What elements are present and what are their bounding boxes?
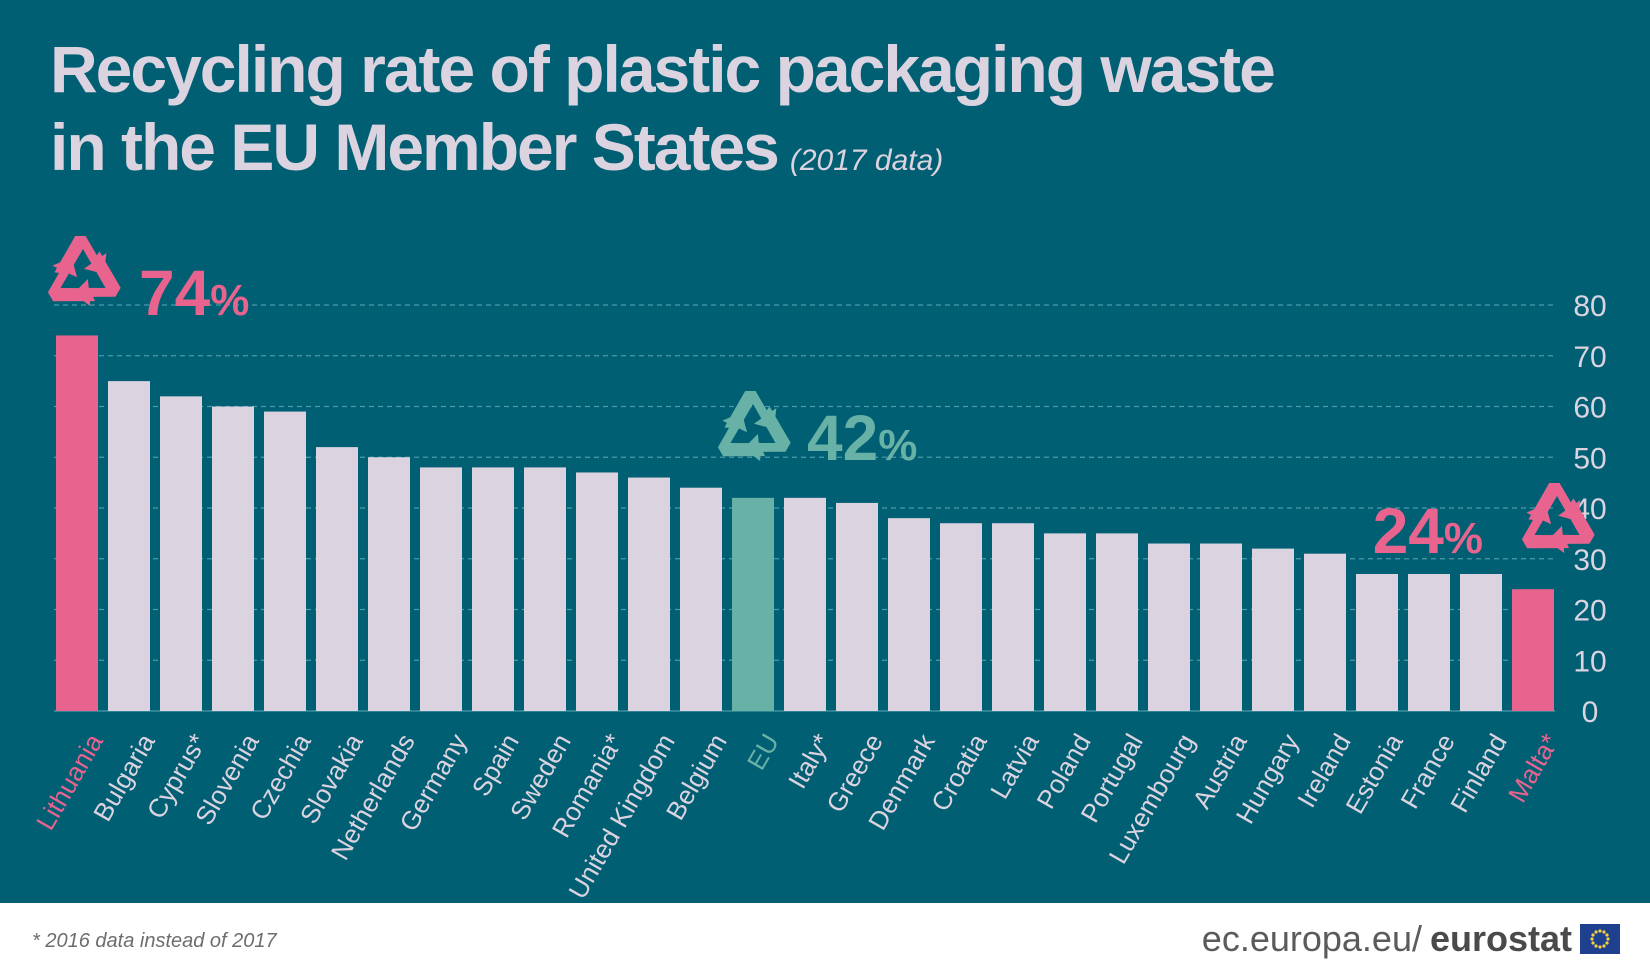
title-line-2: in the EU Member States bbox=[50, 110, 780, 184]
x-tick-label: Italy* bbox=[782, 729, 837, 794]
page-title: Recycling rate of plastic packaging wast… bbox=[50, 30, 1276, 200]
callout-number: 24 bbox=[1373, 495, 1445, 567]
bar bbox=[732, 497, 774, 711]
eu-flag-icon bbox=[1580, 924, 1620, 954]
callout-value: 24% bbox=[1373, 495, 1483, 567]
brand-site: ec.europa.eu/ bbox=[1201, 918, 1422, 959]
callout-unit: % bbox=[1444, 514, 1483, 563]
bar bbox=[472, 467, 514, 711]
callout-value: 74% bbox=[139, 257, 249, 329]
recycle-icon bbox=[47, 236, 121, 307]
bar bbox=[836, 502, 878, 711]
callout-unit: % bbox=[210, 276, 249, 325]
y-tick-label: 60 bbox=[1573, 392, 1606, 425]
bar bbox=[1460, 573, 1502, 711]
bar bbox=[784, 497, 826, 711]
bar bbox=[888, 518, 930, 711]
callout-unit: % bbox=[878, 421, 917, 470]
bar bbox=[524, 467, 566, 711]
bar bbox=[264, 411, 306, 711]
x-tick-label: EU bbox=[741, 729, 785, 775]
bar bbox=[1044, 533, 1086, 711]
bar-chart: 01020304050607080LithuaniaBulgariaCyprus… bbox=[30, 236, 1607, 903]
callout-number: 42 bbox=[807, 402, 878, 474]
y-tick-label: 0 bbox=[1582, 696, 1599, 729]
bar bbox=[1304, 553, 1346, 711]
x-tick-label: Lithuania bbox=[30, 728, 109, 835]
bar bbox=[1200, 543, 1242, 711]
footnote: * 2016 data instead of 2017 bbox=[32, 930, 277, 952]
bar bbox=[420, 467, 462, 711]
y-tick-label: 70 bbox=[1573, 341, 1606, 374]
x-tick-label: Malta* bbox=[1502, 729, 1565, 808]
callout-number: 74 bbox=[139, 257, 211, 329]
title-subtitle: (2017 data) bbox=[789, 144, 944, 177]
bar bbox=[212, 406, 254, 711]
bar bbox=[1408, 573, 1450, 711]
title-line-1: Recycling rate of plastic packaging wast… bbox=[50, 32, 1276, 106]
bar bbox=[680, 487, 722, 711]
bar bbox=[1356, 573, 1398, 711]
eurostat-brand[interactable]: ec.europa.eu/eurostat bbox=[1202, 918, 1620, 960]
bar bbox=[940, 523, 982, 711]
y-tick-label: 50 bbox=[1573, 442, 1606, 475]
bar bbox=[1096, 533, 1138, 711]
bar bbox=[56, 335, 98, 711]
bar bbox=[108, 381, 150, 711]
y-tick-label: 80 bbox=[1573, 290, 1606, 323]
brand-name: eurostat bbox=[1429, 918, 1572, 959]
recycle-icon bbox=[1521, 483, 1595, 554]
bar bbox=[1512, 589, 1554, 711]
chart-panel: Recycling rate of plastic packaging wast… bbox=[0, 0, 1650, 903]
bar bbox=[1148, 543, 1190, 711]
y-tick-label: 30 bbox=[1573, 544, 1606, 577]
bar bbox=[628, 477, 670, 711]
bar bbox=[992, 523, 1034, 711]
recycle-icon bbox=[717, 391, 791, 462]
bar bbox=[160, 396, 202, 711]
bar bbox=[1252, 548, 1294, 711]
callout-value: 42% bbox=[807, 402, 917, 474]
bar bbox=[368, 457, 410, 711]
y-tick-label: 10 bbox=[1573, 645, 1606, 678]
y-tick-label: 20 bbox=[1573, 595, 1606, 628]
bar bbox=[576, 472, 618, 711]
bar bbox=[316, 447, 358, 711]
